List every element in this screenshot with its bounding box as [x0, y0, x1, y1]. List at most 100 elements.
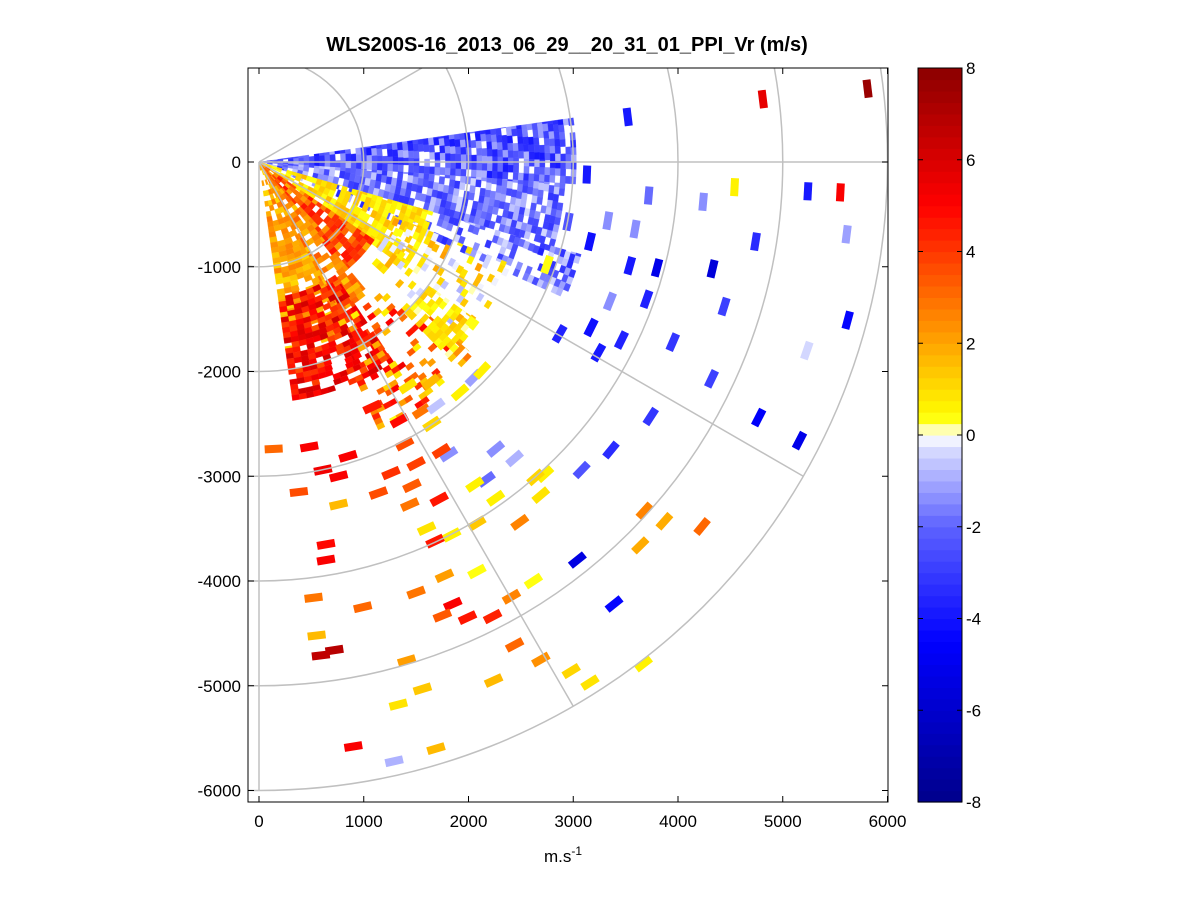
velocity-bin-point: [622, 107, 633, 127]
velocity-bin: [298, 157, 305, 162]
velocity-bin: [486, 148, 493, 157]
velocity-bin: [407, 280, 417, 290]
velocity-bin: [449, 175, 456, 180]
velocity-bin: [455, 264, 465, 275]
x-axis: 0 1000 2000 3000 4000 5000 6000: [254, 68, 906, 831]
velocity-bin: [376, 421, 386, 431]
velocity-bin: [396, 250, 406, 261]
velocity-bin: [473, 318, 480, 325]
velocity-bin-point: [505, 449, 524, 468]
velocity-bin-point: [311, 650, 331, 661]
velocity-bin: [565, 176, 571, 184]
velocity-bin: [376, 144, 382, 149]
velocity-bin: [291, 394, 301, 401]
velocity-bin: [371, 162, 378, 171]
colorbar-tick-label: -4: [966, 610, 981, 629]
velocity-bin: [319, 166, 325, 170]
velocity-bin: [448, 134, 455, 140]
velocity-bin: [396, 142, 404, 151]
velocity-bin-point: [457, 610, 478, 626]
velocity-bin: [352, 351, 363, 361]
velocity-bin-point: [750, 232, 761, 252]
velocity-bin-point: [289, 486, 309, 498]
velocity-bin-point: [486, 440, 506, 458]
velocity-bin: [506, 135, 513, 144]
velocity-bin: [445, 152, 451, 161]
velocity-bin: [308, 156, 315, 162]
velocity-bin: [290, 279, 299, 287]
velocity-bin: [407, 174, 414, 184]
velocity-bin: [444, 167, 451, 176]
colorbar-band: [918, 435, 962, 448]
velocity-bin: [416, 184, 423, 194]
velocity-bin: [341, 185, 348, 190]
velocity-bin: [261, 180, 265, 187]
colorbar-band: [918, 68, 962, 81]
velocity-bin: [501, 179, 508, 188]
velocity-bin: [413, 165, 420, 174]
velocity-bin-point: [402, 478, 422, 494]
velocity-bin: [523, 143, 530, 152]
velocity-bin: [329, 153, 336, 161]
velocity-bin: [534, 166, 540, 175]
velocity-bin: [275, 277, 284, 285]
velocity-bin: [507, 142, 514, 151]
colorbar-band: [918, 389, 962, 402]
velocity-bin: [454, 138, 461, 147]
velocity-bin: [426, 210, 434, 216]
velocity-bin: [392, 227, 401, 237]
velocity-bin: [328, 169, 336, 177]
colorbar-band: [918, 194, 962, 207]
velocity-bin-point: [698, 192, 708, 212]
velocity-bin: [485, 133, 492, 142]
colorbar-band: [918, 572, 962, 585]
velocity-bin: [303, 166, 310, 172]
velocity-bin: [402, 142, 409, 151]
x-tick-label: 2000: [450, 812, 488, 831]
velocity-bin: [496, 141, 503, 150]
velocity-bin: [547, 192, 554, 201]
velocity-bin: [462, 352, 472, 363]
velocity-bin: [481, 148, 488, 156]
velocity-bin: [339, 149, 346, 154]
velocity-bin: [532, 187, 539, 197]
velocity-bin: [436, 276, 446, 287]
velocity-bin-point: [757, 89, 768, 109]
velocity-bin-point: [432, 608, 453, 623]
velocity-bin-point: [665, 332, 681, 353]
colorbar-band: [918, 285, 962, 298]
velocity-bin: [505, 127, 513, 137]
velocity-bin: [523, 173, 530, 182]
chart-title: WLS200S-16_2013_06_29__20_31_01_PPI_Vr (…: [326, 34, 807, 56]
velocity-bin: [443, 135, 450, 140]
velocity-bin: [543, 137, 550, 146]
velocity-bin: [502, 171, 509, 180]
x-axis-label-exponent: -1: [571, 844, 582, 858]
velocity-bin: [298, 164, 305, 167]
velocity-bin: [340, 167, 346, 172]
velocity-bin: [470, 139, 477, 149]
velocity-bin: [496, 178, 503, 186]
velocity-bin: [381, 143, 388, 150]
velocity-bin: [518, 238, 526, 248]
velocity-bin: [371, 412, 382, 421]
velocity-bin-point: [412, 682, 433, 696]
velocity-bin: [506, 180, 513, 189]
velocity-bin: [501, 267, 510, 277]
velocity-bin: [526, 274, 535, 284]
colorbar-band: [918, 331, 962, 344]
velocity-bin: [434, 159, 441, 168]
velocity-bin: [412, 143, 420, 152]
colorbar-band: [918, 113, 962, 126]
velocity-bin: [547, 123, 554, 132]
velocity-bin-point: [421, 373, 441, 391]
velocity-bin-point: [730, 177, 740, 197]
velocity-bin: [284, 220, 293, 228]
velocity-bin: [365, 170, 372, 179]
velocity-bin: [524, 265, 533, 275]
colorbar-band: [918, 629, 962, 643]
velocity-bin: [559, 175, 566, 184]
velocity-bin: [418, 165, 425, 174]
velocity-bin: [511, 128, 518, 137]
velocity-bin: [533, 137, 540, 146]
